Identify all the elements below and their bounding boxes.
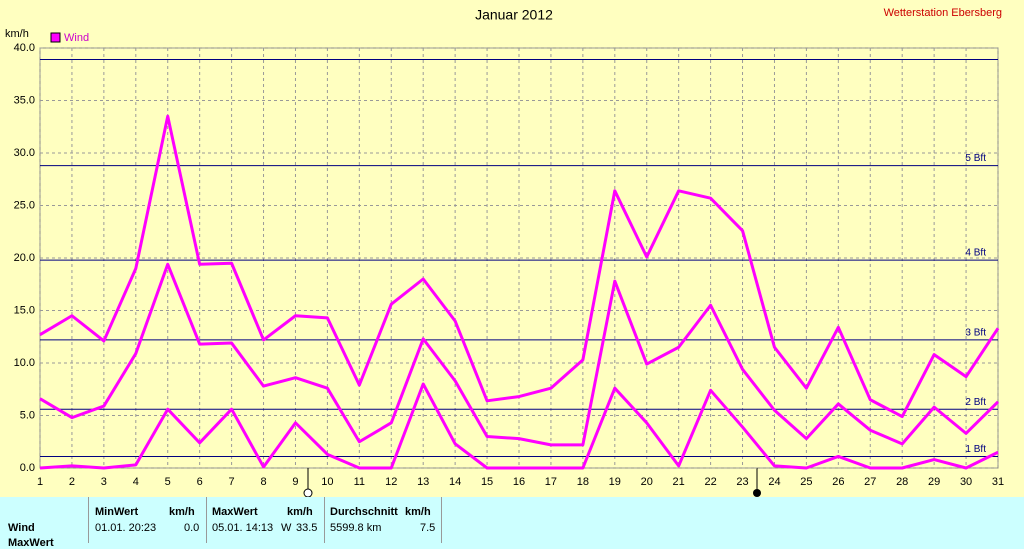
x-tick-label: 19 (609, 476, 621, 488)
x-tick-label: 16 (513, 476, 525, 488)
x-tick-label: 6 (197, 476, 203, 488)
x-tick-label: 18 (577, 476, 589, 488)
x-tick-label: 9 (292, 476, 298, 488)
x-tick-label: 11 (354, 476, 365, 488)
cell-border (88, 497, 89, 543)
header: km/h (287, 506, 313, 518)
chart: Januar 2012 Wetterstation Ebersberg km/h… (0, 0, 1024, 497)
x-tick-label: 10 (321, 476, 333, 488)
bft-label: 2 Bft (965, 397, 986, 408)
x-tick-label: 21 (673, 476, 685, 488)
moon-full (303, 488, 313, 497)
y-tick-label: 25.0 (14, 199, 35, 211)
header: Durchschnitt (330, 506, 398, 518)
x-tick-label: 1 (37, 476, 43, 488)
cell-border (441, 497, 442, 543)
x-tick-label: 14 (449, 476, 461, 488)
y-tick-label: 5.0 (20, 409, 35, 421)
x-tick-label: 25 (800, 476, 812, 488)
cell: 01.01. 20:23 (95, 522, 157, 534)
y-tick-label: 0.0 (20, 462, 35, 474)
x-tick-label: 13 (417, 476, 429, 488)
cell: 5599.8 km (330, 522, 382, 534)
cell: 05.01. 14:13 (212, 522, 274, 534)
cell: W (281, 522, 292, 534)
row-label: MaxWert (8, 537, 54, 549)
series-line (39, 262, 1000, 447)
x-tick-label: 15 (481, 476, 493, 488)
legend-label: Wind (64, 32, 89, 44)
cell-border (324, 497, 325, 543)
cell: 33.5 (296, 522, 318, 534)
series-line (39, 114, 1000, 419)
series-line (39, 382, 999, 470)
bft-label: 5 Bft (965, 153, 986, 164)
x-tick-label: 3 (101, 476, 107, 488)
bft-label: 1 Bft (965, 444, 986, 455)
row-label: Wind (8, 522, 35, 534)
header: MinWert (95, 506, 139, 518)
x-tick-label: 2 (69, 476, 75, 488)
station: Wetterstation Ebersberg (884, 7, 1002, 19)
y-tick-label: 30.0 (14, 147, 35, 159)
cell: 7.5 (420, 522, 436, 534)
x-tick-label: 24 (768, 476, 780, 488)
x-tick-label: 26 (832, 476, 844, 488)
moon-new (753, 489, 761, 497)
x-tick-label: 20 (641, 476, 653, 488)
x-tick-label: 12 (385, 476, 397, 488)
bft-label: 4 Bft (965, 248, 986, 259)
x-tick-label: 28 (896, 476, 908, 488)
y-unit: km/h (5, 28, 29, 40)
x-tick-label: 23 (736, 476, 748, 488)
chart-title: Januar 2012 (475, 7, 553, 23)
y-tick-label: 35.0 (14, 94, 35, 106)
header: MaxWert (212, 506, 258, 518)
y-tick-label: 20.0 (14, 252, 35, 264)
x-tick-label: 7 (229, 476, 235, 488)
bft-label: 3 Bft (965, 328, 986, 339)
x-tick-label: 27 (864, 476, 876, 488)
x-tick-label: 31 (992, 476, 1004, 488)
header: km/h (169, 506, 195, 518)
x-tick-label: 22 (704, 476, 716, 488)
x-tick-label: 17 (545, 476, 557, 488)
x-tick-label: 4 (133, 476, 139, 488)
y-tick-label: 15.0 (14, 304, 35, 316)
header: km/h (405, 506, 431, 518)
x-tick-label: 8 (260, 476, 266, 488)
legend-swatch (50, 32, 61, 43)
x-tick-label: 30 (960, 476, 972, 488)
cell: 0.0 (184, 522, 200, 534)
y-tick-label: 10.0 (14, 357, 35, 369)
x-tick-label: 29 (928, 476, 940, 488)
cell-border (206, 497, 207, 543)
y-tick-label: 40.0 (14, 42, 35, 54)
x-tick-label: 5 (165, 476, 171, 488)
